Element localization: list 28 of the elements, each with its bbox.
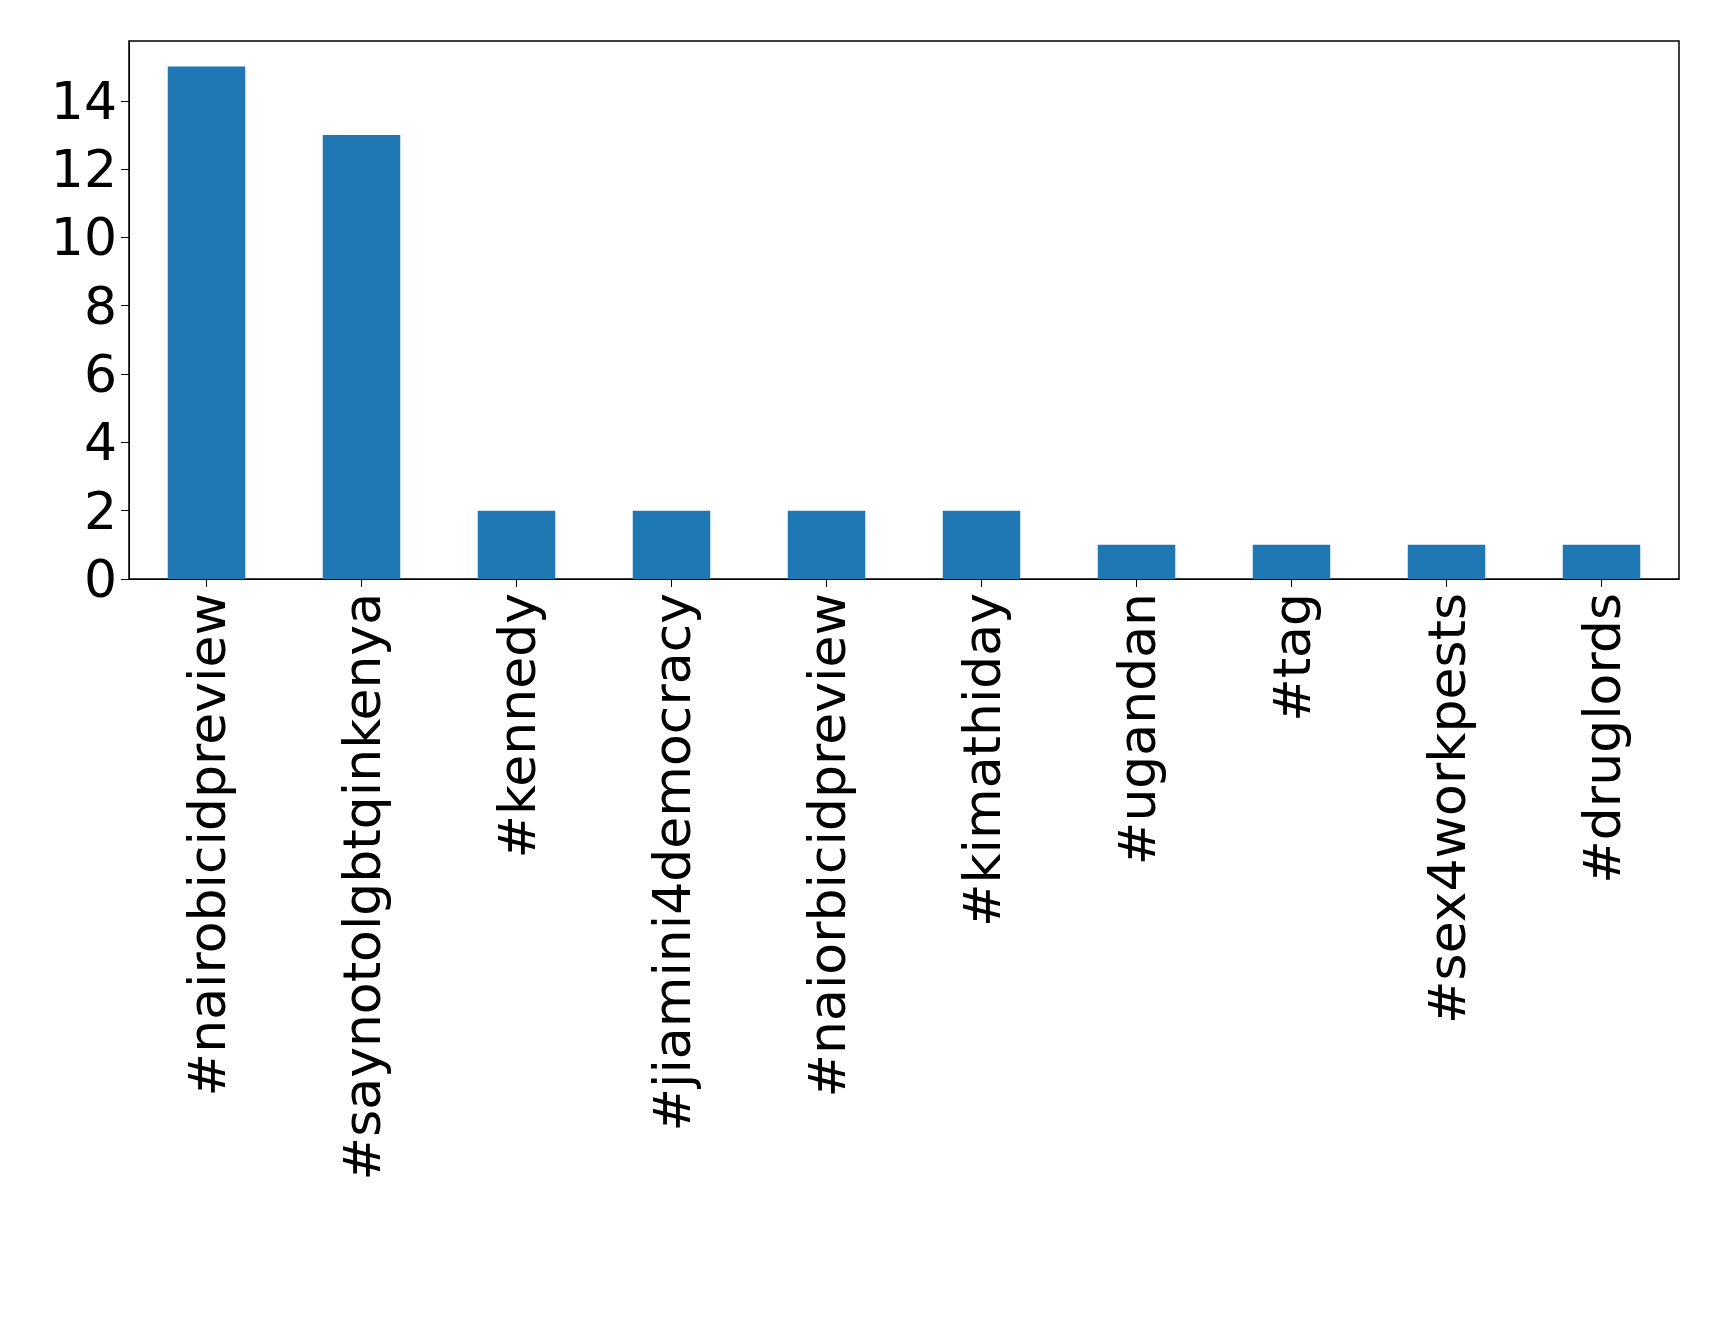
bar — [1097, 544, 1176, 579]
x-tick-label: #kimathiday — [951, 593, 1012, 928]
bar — [1562, 544, 1641, 579]
y-tick-label: 4 — [83, 412, 117, 473]
x-tick-label: #kennedy — [486, 593, 547, 859]
x-tick-label: #jiamini4democracy — [641, 593, 702, 1132]
bar — [322, 134, 401, 579]
bar — [632, 510, 711, 579]
x-tick-label: #ugandan — [1106, 593, 1167, 866]
y-tick-label: 0 — [83, 549, 117, 609]
x-tick-label: #naiorbicidpreview — [796, 593, 857, 1098]
x-tick-label: #druglords — [1571, 593, 1632, 884]
y-tick-label: 2 — [83, 480, 117, 541]
x-tick-label: #tag — [1261, 593, 1322, 722]
bar — [167, 66, 246, 579]
bar — [1407, 544, 1486, 579]
bar — [942, 510, 1021, 579]
y-tick-label: 14 — [50, 70, 117, 131]
y-tick-label: 12 — [50, 139, 117, 200]
y-tick-label: 10 — [50, 207, 117, 268]
x-tick-label: #nairobicidpreview — [176, 593, 237, 1097]
x-tick-label: #saynotolgbtqinkenya — [331, 593, 392, 1181]
bar — [477, 510, 556, 579]
bar — [787, 510, 866, 579]
x-tick-label: #sex4workpests — [1416, 593, 1477, 1025]
y-tick-label: 6 — [83, 344, 117, 405]
bar — [1252, 544, 1331, 579]
y-tick-label: 8 — [83, 275, 117, 336]
